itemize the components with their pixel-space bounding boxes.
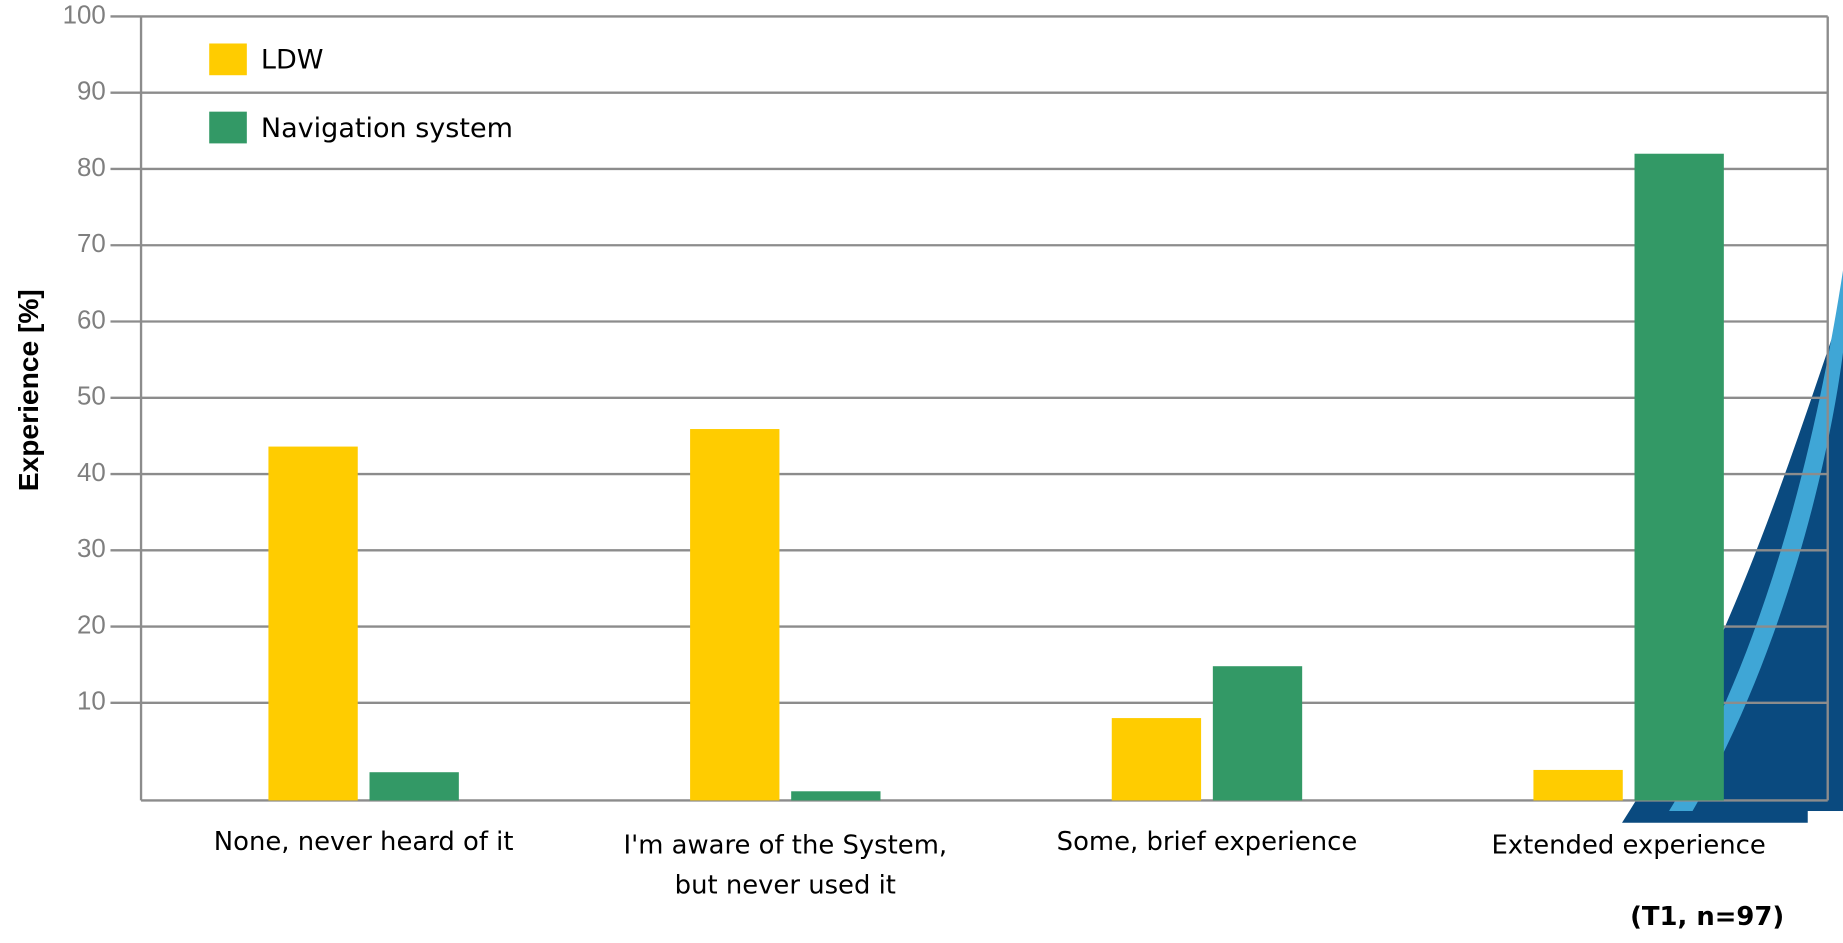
legend-swatch xyxy=(209,43,247,76)
y-tick-label: 90 xyxy=(77,78,106,106)
legend-swatch xyxy=(209,111,247,144)
x-tick-label: None, never heard of it xyxy=(213,827,514,857)
annotation: (T1, n=97) xyxy=(1630,902,1785,933)
y-tick-label: 40 xyxy=(77,459,106,487)
bar xyxy=(1634,153,1724,801)
bar xyxy=(791,791,881,801)
y-tick-label: 50 xyxy=(77,383,106,411)
x-tick-label: Some, brief experience xyxy=(1056,827,1358,857)
y-tick-label: 70 xyxy=(77,230,106,258)
decoration xyxy=(1807,811,1843,943)
y-tick-label: 80 xyxy=(77,154,106,182)
y-tick-label: 100 xyxy=(63,1,106,29)
y-axis-label: Experience [%] xyxy=(12,289,44,491)
decoration xyxy=(1622,305,1843,823)
bar xyxy=(1111,718,1202,801)
x-tick-label: Extended experience xyxy=(1491,830,1766,861)
legend-label: Navigation system xyxy=(261,113,513,144)
bar xyxy=(369,772,459,801)
bar xyxy=(1533,769,1623,801)
legend-label: LDW xyxy=(261,45,324,76)
y-tick-label: 10 xyxy=(77,688,106,716)
y-tick-label: 60 xyxy=(77,306,106,334)
x-tick-label: I'm aware of the System, but never used … xyxy=(623,830,948,901)
y-tick-label: 20 xyxy=(77,611,106,639)
y-tick-label: 30 xyxy=(77,535,106,563)
bar xyxy=(1212,666,1303,801)
bar xyxy=(268,446,358,801)
bar xyxy=(690,429,780,801)
